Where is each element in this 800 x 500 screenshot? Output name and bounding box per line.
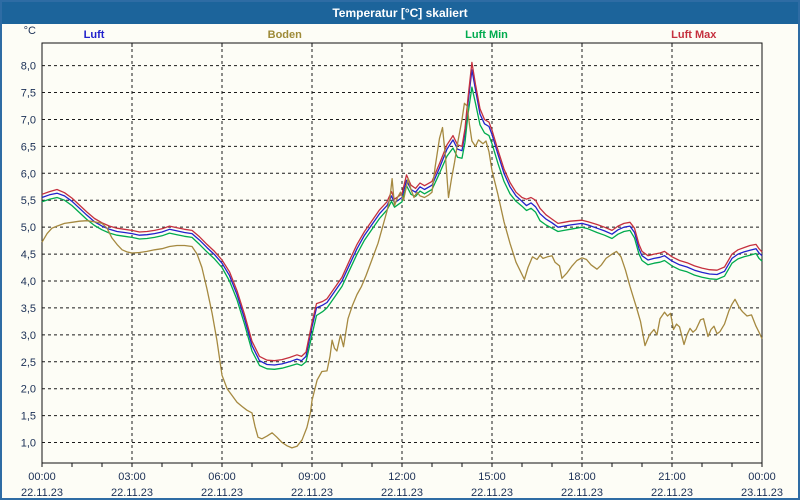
x-axis-time-label: 00:00 [748,471,776,483]
y-axis-tick-label: 2,5 [21,357,36,369]
y-axis-tick-label: 4,5 [21,249,36,261]
series-line-luft-max [41,61,763,362]
x-axis-date-label: 22.11.23 [651,487,693,498]
x-axis-date-label: 22.11.23 [381,487,423,498]
legend-item-luft-max: Luft Max [671,29,717,41]
y-axis-tick-label: 7,0 [21,114,36,126]
temperature-chart: °C 8,0 7,5 7,0 6,5 6,0 5,5 5,0 4,5 4,0 3,5 3,0 2,5 2,… [21,25,783,498]
x-axis-date-label: 22.11.23 [21,487,63,498]
x-axis-time-label: 06:00 [208,471,236,483]
y-axis-tick-label: 6,5 [21,141,36,153]
x-axis-time-label: 00:00 [28,471,56,483]
y-axis-tick-label: 1,5 [21,411,36,423]
y-axis-tick-label: 2,0 [21,384,36,396]
x-axis-time-label: 09:00 [298,471,326,483]
legend-item-luft-min: Luft Min [465,29,508,41]
x-axis-date-label: 22.11.23 [201,487,243,498]
x-axis-date-label: 22.11.23 [471,487,513,498]
y-axis-tick-label: 7,5 [21,88,36,100]
legend-item-boden: Boden [267,29,302,41]
x-axis-date-label: 22.11.23 [111,487,153,498]
x-axis-date-label: 22.11.23 [561,487,603,498]
y-axis-tick-label: 5,5 [21,195,36,207]
y-axis-tick-label: 8,0 [21,61,36,73]
y-axis-tick-label: 6,0 [21,168,36,180]
x-axis-time-label: 21:00 [658,471,686,483]
chart-legend: Luft Boden Luft Min Luft Max [2,26,798,44]
y-axis-tick-label: 3,0 [21,330,36,342]
plot-frame [41,42,763,464]
x-axis-time-label: 03:00 [118,471,146,483]
window-titlebar: Temperatur [°C] skaliert [2,2,798,24]
window-title: Temperatur [°C] skaliert [332,6,468,20]
series-line-boden [41,102,763,449]
y-axis-unit-label: °C [24,25,36,37]
y-axis-tick-label: 1,0 [21,438,36,450]
series-line-luft [41,69,763,366]
y-axis-tick-label: 5,0 [21,222,36,234]
legend-item-luft: Luft [83,29,105,41]
x-axis-time-label: 18:00 [568,471,596,483]
y-axis-tick-label: 4,0 [21,276,36,288]
y-axis-tick-label: 3,5 [21,303,36,315]
x-axis-date-label: 23.11.23 [741,487,783,498]
x-axis-time-label: 12:00 [388,471,416,483]
x-axis-date-label: 22.11.23 [291,487,333,498]
x-axis-time-label: 15:00 [478,471,506,483]
